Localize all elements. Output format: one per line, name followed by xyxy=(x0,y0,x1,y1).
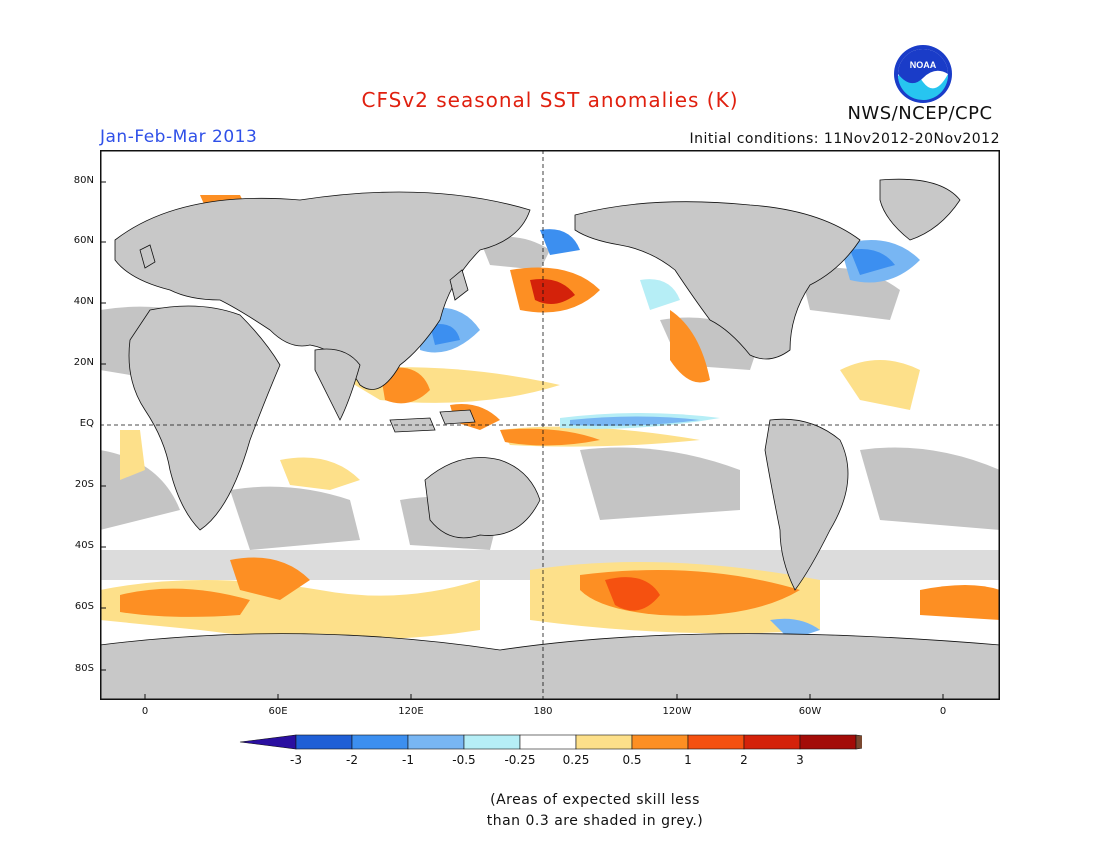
colorbar-segment xyxy=(575,734,633,750)
colorbar-segment xyxy=(407,734,465,750)
lat-label-80n: 80N xyxy=(73,175,94,186)
noaa-logo-text: NOAA xyxy=(910,60,937,70)
colorbar-segment xyxy=(743,734,801,750)
colorbar-segment xyxy=(463,734,521,750)
season-label: Jan-Feb-Mar 2013 xyxy=(100,127,258,147)
colorbar-label: -0.25 xyxy=(504,753,536,767)
agency-label: NWS/NCEP/CPC xyxy=(847,103,993,124)
lon-label-60w: 60W xyxy=(798,706,822,717)
initial-conditions-label: Initial conditions: 11Nov2012-20Nov2012 xyxy=(689,131,1000,147)
lon-label-120w: 120W xyxy=(662,706,692,717)
lon-label-0-right: 0 xyxy=(939,706,947,717)
colorbar-segment xyxy=(799,734,857,750)
colorbar-arrow-right xyxy=(855,734,862,750)
colorbar-segment xyxy=(687,734,745,750)
colorbar-label: -0.5 xyxy=(452,753,476,767)
lon-label-0: 0 xyxy=(141,706,149,717)
cool-anomalies xyxy=(420,229,920,640)
lat-label-40s: 40S xyxy=(74,540,94,551)
sst-anomaly-map xyxy=(100,150,1000,700)
lat-label-60n: 60N xyxy=(73,235,94,246)
colorbar-arrow-left xyxy=(239,734,297,750)
colorbar-segment xyxy=(519,734,577,750)
land xyxy=(100,178,1000,700)
colorbar-label: -1 xyxy=(402,753,414,767)
colorbar-label: 1 xyxy=(684,753,692,767)
lon-label-120e: 120E xyxy=(398,706,424,717)
chart-title: CFSv2 seasonal SST anomalies (K) xyxy=(361,88,739,112)
lat-label-80s: 80S xyxy=(74,663,94,674)
colorbar-label: 2 xyxy=(740,753,748,767)
colorbar-segment xyxy=(351,734,409,750)
lat-label-60s: 60S xyxy=(74,601,94,612)
colorbar-segment xyxy=(295,734,353,750)
colorbar-label: 0.5 xyxy=(622,753,642,767)
colorbar-label: -2 xyxy=(346,753,358,767)
colorbar-segment xyxy=(631,734,689,750)
colorbar-label: 3 xyxy=(796,753,804,767)
map-frame xyxy=(100,150,1000,700)
lat-label-40n: 40N xyxy=(73,296,94,307)
lat-label-20s: 20S xyxy=(74,479,94,490)
footnote-line-1: (Areas of expected skill less xyxy=(490,792,700,808)
footnote-line-2: than 0.3 are shaded in grey.) xyxy=(486,813,704,829)
noaa-logo: NOAA xyxy=(894,45,952,103)
colorbar-label: 0.25 xyxy=(562,753,590,767)
colorbar-label: -3 xyxy=(290,753,302,767)
colorbar xyxy=(239,734,862,750)
lat-label-20n: 20N xyxy=(73,357,94,368)
lon-label-60e: 60E xyxy=(268,706,288,717)
lat-label-eq: EQ xyxy=(79,418,94,429)
lon-label-180: 180 xyxy=(533,706,553,717)
